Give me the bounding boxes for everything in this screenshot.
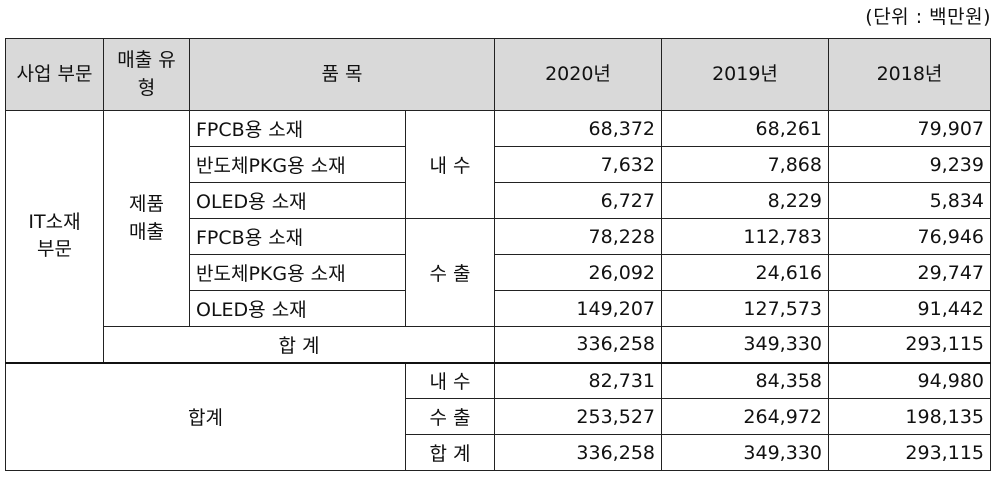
grand-value-2020: 253,527: [495, 399, 662, 435]
grand-total-label: 합계: [6, 363, 406, 471]
header-2018: 2018년: [829, 39, 991, 111]
item-cell: FPCB용 소재: [190, 111, 406, 147]
grand-channel-label: 수 출: [406, 399, 495, 435]
grand-value-2019: 264,972: [662, 399, 829, 435]
value-2019: 24,616: [662, 255, 829, 291]
grand-value-2018: 293,115: [829, 435, 991, 471]
sales-type-cell: 제품 매출: [104, 111, 190, 327]
value-2018: 5,834: [829, 183, 991, 219]
value-2018: 9,239: [829, 147, 991, 183]
item-cell: OLED용 소재: [190, 291, 406, 327]
value-2020: 7,632: [495, 147, 662, 183]
value-2018: 29,747: [829, 255, 991, 291]
grand-value-2019: 349,330: [662, 435, 829, 471]
unit-note: (단위 : 백만원): [865, 2, 991, 29]
grand-value-2019: 84,358: [662, 363, 829, 399]
grand-value-2018: 198,135: [829, 399, 991, 435]
item-cell: OLED용 소재: [190, 183, 406, 219]
header-2020: 2020년: [495, 39, 662, 111]
value-2018: 79,907: [829, 111, 991, 147]
value-2018: 76,946: [829, 219, 991, 255]
channel-export: 수 출: [406, 219, 495, 327]
segment-total-label: 합 계: [104, 327, 495, 363]
grand-value-2020: 82,731: [495, 363, 662, 399]
value-2019: 8,229: [662, 183, 829, 219]
sales-table: 사업 부문 매출 유형 품 목 2020년 2019년 2018년 IT소재 부…: [5, 38, 991, 471]
segment-cell: IT소재 부문: [6, 111, 104, 363]
header-segment: 사업 부문: [6, 39, 104, 111]
segment-total-2018: 293,115: [829, 327, 991, 363]
segment-total-2020: 336,258: [495, 327, 662, 363]
item-cell: 반도체PKG용 소재: [190, 147, 406, 183]
value-2019: 127,573: [662, 291, 829, 327]
segment-total-2019: 349,330: [662, 327, 829, 363]
value-2020: 68,372: [495, 111, 662, 147]
channel-domestic: 내 수: [406, 111, 495, 219]
grand-value-2020: 336,258: [495, 435, 662, 471]
grand-channel-label: 합 계: [406, 435, 495, 471]
header-2019: 2019년: [662, 39, 829, 111]
header-row: 사업 부문 매출 유형 품 목 2020년 2019년 2018년: [6, 39, 991, 111]
table-row: IT소재 부문 제품 매출 FPCB용 소재 내 수 68,372 68,261…: [6, 111, 991, 147]
header-sales-type: 매출 유형: [104, 39, 190, 111]
value-2020: 26,092: [495, 255, 662, 291]
grand-channel-label: 내 수: [406, 363, 495, 399]
item-cell: FPCB용 소재: [190, 219, 406, 255]
header-item: 품 목: [190, 39, 495, 111]
value-2019: 68,261: [662, 111, 829, 147]
grand-value-2018: 94,980: [829, 363, 991, 399]
segment-total-row: 합 계 336,258 349,330 293,115: [6, 327, 991, 363]
value-2020: 149,207: [495, 291, 662, 327]
value-2020: 6,727: [495, 183, 662, 219]
value-2019: 112,783: [662, 219, 829, 255]
item-cell: 반도체PKG용 소재: [190, 255, 406, 291]
value-2018: 91,442: [829, 291, 991, 327]
grand-row: 합계 내 수 82,731 84,358 94,980: [6, 363, 991, 399]
value-2020: 78,228: [495, 219, 662, 255]
value-2019: 7,868: [662, 147, 829, 183]
